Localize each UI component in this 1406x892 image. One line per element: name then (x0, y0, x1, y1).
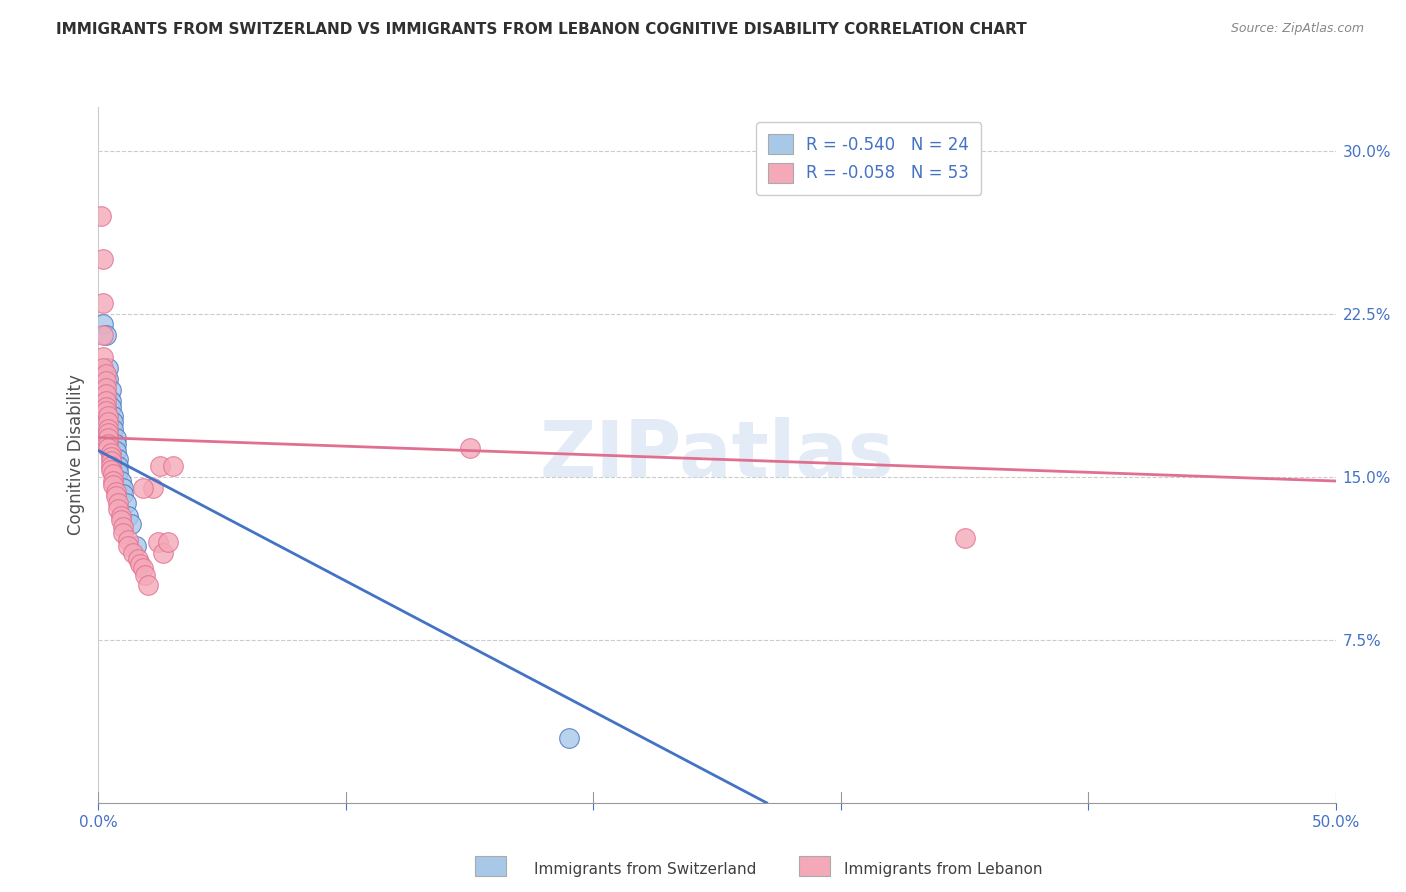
Y-axis label: Cognitive Disability: Cognitive Disability (66, 375, 84, 535)
Point (122, 546, 145, 560)
Point (146, 535, 169, 549)
Point (94, 404, 117, 418)
Point (97, 431, 120, 445)
Point (104, 489, 127, 503)
Point (953, 531, 976, 545)
Legend: R = -0.540   N = 24, R = -0.058   N = 53: R = -0.540 N = 24, R = -0.058 N = 53 (756, 122, 981, 194)
Point (93, 252, 115, 267)
Text: Source: ZipAtlas.com: Source: ZipAtlas.com (1230, 22, 1364, 36)
Point (152, 546, 174, 560)
Point (104, 484, 127, 499)
Point (97, 372, 120, 386)
Text: ZIPatlas: ZIPatlas (540, 417, 894, 493)
Point (93, 318, 115, 332)
Point (100, 450, 122, 464)
Point (117, 533, 139, 547)
Point (107, 458, 129, 473)
Point (94, 400, 117, 414)
Point (112, 526, 135, 541)
Point (94, 380, 117, 394)
Point (104, 437, 127, 451)
Point (94, 328, 117, 343)
Point (142, 481, 165, 495)
Point (117, 539, 139, 553)
Point (103, 478, 125, 492)
Point (97, 409, 120, 423)
Point (117, 508, 139, 523)
Point (103, 415, 125, 429)
Point (110, 513, 132, 527)
Point (100, 454, 122, 468)
Point (100, 446, 122, 460)
Text: IMMIGRANTS FROM SWITZERLAND VS IMMIGRANTS FROM LEBANON COGNITIVE DISABILITY CORR: IMMIGRANTS FROM SWITZERLAND VS IMMIGRANT… (56, 22, 1026, 37)
Point (110, 474, 132, 488)
Point (103, 409, 125, 423)
Point (97, 422, 120, 436)
Point (162, 458, 184, 473)
Point (112, 481, 135, 495)
Point (104, 431, 127, 445)
Point (120, 517, 142, 532)
FancyBboxPatch shape (799, 856, 830, 876)
Point (107, 496, 129, 510)
Point (149, 458, 172, 473)
Point (107, 466, 129, 480)
Point (458, 442, 481, 456)
Point (103, 422, 125, 436)
Point (156, 535, 179, 549)
Point (100, 383, 122, 397)
Text: Immigrants from Switzerland: Immigrants from Switzerland (534, 863, 756, 877)
Point (114, 496, 136, 510)
Point (97, 426, 120, 441)
Point (129, 557, 152, 571)
Point (94, 393, 117, 408)
Text: Immigrants from Lebanon: Immigrants from Lebanon (844, 863, 1042, 877)
Point (136, 578, 159, 592)
Point (112, 519, 135, 533)
Point (107, 502, 129, 516)
Point (93, 328, 115, 343)
Point (94, 387, 117, 401)
Point (110, 508, 132, 523)
Point (107, 452, 129, 467)
Point (97, 442, 120, 456)
Point (127, 552, 149, 566)
Point (100, 463, 122, 477)
Point (100, 400, 122, 414)
Point (103, 467, 125, 482)
Point (134, 567, 156, 582)
Point (100, 458, 122, 473)
Point (97, 360, 120, 375)
FancyBboxPatch shape (475, 856, 506, 876)
Point (104, 443, 127, 458)
Point (100, 393, 122, 408)
Point (557, 731, 579, 745)
Point (97, 437, 120, 451)
Point (112, 487, 135, 501)
Point (93, 350, 115, 364)
Point (124, 539, 146, 553)
Point (103, 474, 125, 488)
Point (132, 561, 155, 575)
Point (90, 209, 112, 223)
Point (97, 415, 120, 429)
Point (132, 481, 155, 495)
Point (94, 368, 117, 382)
Point (93, 360, 115, 375)
Point (93, 295, 115, 310)
Point (94, 374, 117, 388)
